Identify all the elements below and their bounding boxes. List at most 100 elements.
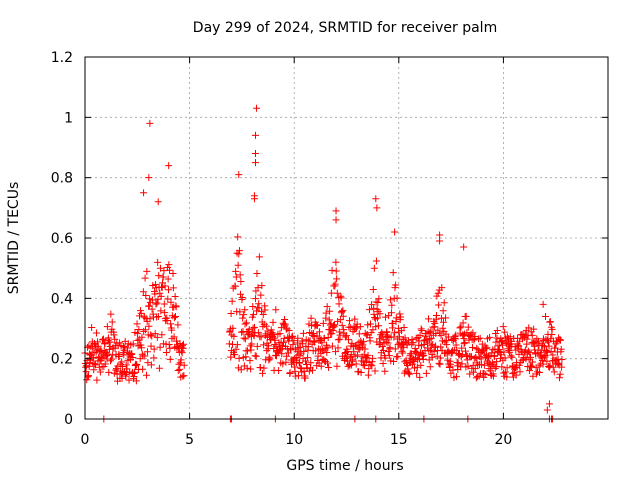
- data-point: [161, 282, 169, 290]
- data-point: [174, 366, 182, 374]
- data-point: [427, 346, 435, 354]
- data-point: [178, 349, 186, 357]
- data-point: [389, 319, 397, 327]
- data-point: [293, 347, 301, 355]
- data-point: [265, 353, 273, 361]
- data-point: [353, 324, 361, 332]
- data-point: [237, 290, 245, 298]
- data-point: [300, 347, 308, 355]
- data-point: [150, 354, 158, 362]
- data-point: [177, 356, 185, 364]
- data-point: [162, 348, 170, 356]
- data-point: [344, 348, 352, 356]
- data-point: [118, 362, 126, 370]
- data-point: [528, 363, 536, 371]
- data-point: [360, 338, 368, 346]
- data-point: [142, 371, 150, 379]
- data-point: [180, 361, 188, 369]
- data-point: [135, 325, 143, 333]
- data-point: [344, 362, 352, 370]
- data-point: [512, 371, 520, 379]
- data-point: [426, 335, 434, 343]
- data-point: [170, 333, 178, 341]
- data-point: [254, 284, 262, 292]
- data-point: [436, 354, 444, 362]
- data-point: [517, 348, 525, 356]
- data-point: [104, 334, 112, 342]
- data-point: [155, 364, 163, 372]
- axis-ticks: [84, 56, 608, 420]
- data-point: [233, 341, 241, 349]
- data-point: [235, 250, 243, 258]
- data-point: [452, 331, 460, 339]
- data-point: [94, 338, 102, 346]
- data-point: [413, 369, 421, 377]
- data-point-outlier: [251, 150, 259, 158]
- data-point: [285, 326, 293, 334]
- data-point: [546, 318, 554, 326]
- data-point: [155, 272, 163, 280]
- data-point: [523, 335, 531, 343]
- data-point: [381, 367, 389, 375]
- data-point: [250, 332, 258, 340]
- data-point: [325, 364, 333, 372]
- y-axis-label: SRMTID / TECUs: [6, 182, 22, 295]
- data-point: [352, 360, 360, 368]
- data-point: [278, 342, 286, 350]
- data-point: [346, 317, 354, 325]
- data-point: [164, 295, 172, 303]
- data-point: [442, 314, 450, 322]
- data-point: [238, 293, 246, 301]
- data-point: [480, 370, 488, 378]
- data-point: [416, 373, 424, 381]
- data-point: [543, 337, 551, 345]
- data-point: [375, 295, 383, 303]
- data-point: [91, 361, 99, 369]
- data-point: [529, 358, 537, 366]
- data-point: [131, 368, 139, 376]
- data-point-outlier: [543, 406, 551, 414]
- data-point-outlier: [140, 189, 148, 197]
- data-point: [267, 336, 275, 344]
- data-point: [516, 368, 524, 376]
- data-point: [374, 299, 382, 307]
- data-point: [170, 314, 178, 322]
- data-point: [506, 333, 514, 341]
- data-point: [125, 376, 133, 384]
- data-point: [259, 369, 267, 377]
- data-point: [172, 303, 180, 311]
- data-point: [296, 359, 304, 367]
- data-point: [287, 344, 295, 352]
- data-point: [348, 361, 356, 369]
- data-point: [420, 352, 428, 360]
- data-point: [101, 360, 109, 368]
- data-point: [528, 331, 536, 339]
- data-point: [96, 368, 104, 376]
- data-point: [132, 377, 140, 385]
- data-point: [545, 362, 553, 370]
- data-point: [462, 312, 470, 320]
- data-point: [332, 258, 340, 266]
- data-point: [422, 369, 430, 377]
- data-point: [240, 311, 248, 319]
- data-point: [86, 359, 94, 367]
- data-point-outlier: [539, 300, 547, 308]
- data-point: [364, 351, 372, 359]
- data-point: [249, 324, 257, 332]
- data-point: [167, 320, 175, 328]
- data-point: [241, 306, 249, 314]
- data-point: [391, 345, 399, 353]
- data-point: [180, 340, 188, 348]
- data-point: [295, 372, 303, 380]
- data-point: [467, 330, 475, 338]
- y-tick-label: 0: [64, 412, 73, 428]
- data-point: [464, 323, 472, 331]
- data-point: [331, 280, 339, 288]
- data-point: [331, 321, 339, 329]
- data-point: [276, 330, 284, 338]
- chart-title: Day 299 of 2024, SRMTID for receiver pal…: [193, 20, 497, 36]
- data-point: [103, 323, 111, 331]
- data-point: [311, 338, 319, 346]
- data-point: [242, 319, 250, 327]
- data-point: [372, 257, 380, 265]
